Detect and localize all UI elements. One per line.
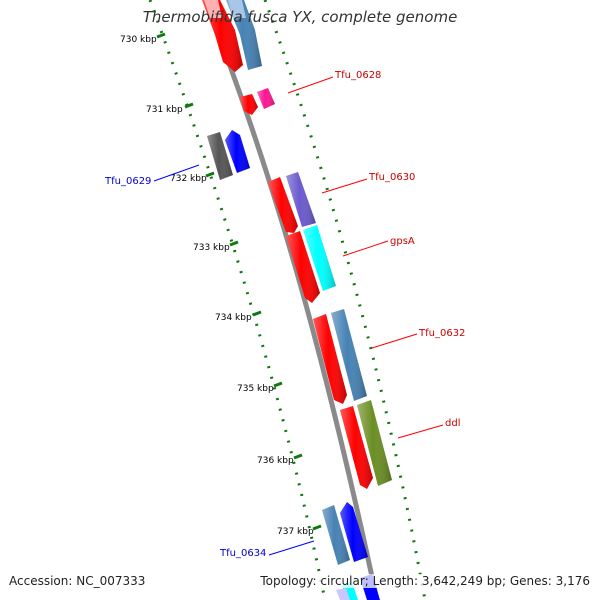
gene-labels: Tfu_0628 Tfu_0629 Tfu_0630 gpsA Tfu_0632…: [104, 70, 465, 559]
label-line: [397, 424, 444, 439]
label-line: [342, 240, 389, 257]
label-line: [287, 76, 334, 94]
cog-block: [357, 400, 392, 486]
tick-label: 731 kbp: [146, 105, 183, 115]
label-line: [153, 164, 200, 182]
cds-block: [340, 406, 373, 489]
gene-label-lines: [153, 76, 444, 556]
gene-label[interactable]: ddl: [445, 418, 460, 429]
tick-mark: [273, 381, 283, 388]
tick-mark: [184, 102, 194, 109]
cog-block: [331, 309, 367, 401]
tick-mark: [229, 240, 239, 247]
cog-block: [257, 88, 275, 109]
tick-mark: [156, 32, 166, 39]
cog-block: [303, 225, 336, 291]
genome-backbone: [202, 0, 380, 600]
cog-block: [322, 505, 350, 565]
accession-text: Accession: NC_007333: [9, 574, 146, 588]
tick-label: 733 kbp: [193, 243, 230, 253]
label-line: [321, 178, 368, 194]
tick-label: 734 kbp: [215, 313, 252, 323]
gene-label[interactable]: gpsA: [390, 236, 415, 247]
label-line: [268, 540, 315, 556]
cds-block: [268, 177, 298, 233]
cog-block: [207, 132, 233, 180]
tick-label: 737 kbp: [277, 527, 314, 537]
gene-label[interactable]: Tfu_0632: [418, 328, 465, 339]
tick-label: 736 kbp: [257, 456, 294, 466]
label-line: [371, 333, 418, 349]
genome-summary-text: Topology: circular; Length: 3,642,249 bp…: [260, 574, 590, 588]
cog-block: [286, 172, 316, 227]
highlight-block: [336, 588, 350, 600]
cog-block: [225, 130, 250, 173]
tick-mark: [293, 453, 303, 460]
tick-labels: 730 kbp 731 kbp 732 kbp 733 kbp 734 kbp …: [120, 35, 314, 537]
cds-block: [286, 231, 320, 303]
tick-track-right: [263, 0, 427, 600]
tick-label: 730 kbp: [120, 35, 157, 45]
tick-label: 732 kbp: [170, 174, 207, 184]
gene-label[interactable]: Tfu_0629: [104, 176, 151, 187]
cds-block: [240, 94, 258, 115]
highlight-block: [228, 0, 246, 18]
gene-label[interactable]: Tfu_0630: [368, 172, 415, 183]
tick-label: 735 kbp: [237, 384, 274, 394]
gene-blocks: [202, 0, 392, 600]
cog-block: [340, 502, 368, 562]
cds-block: [313, 314, 347, 404]
gene-label[interactable]: Tfu_0634: [219, 548, 266, 559]
tick-marks: [156, 32, 322, 531]
highlight-block: [204, 0, 222, 18]
tick-mark: [205, 171, 215, 178]
map-title: Thermobifida fusca YX, complete genome: [142, 8, 458, 26]
tick-mark: [252, 310, 262, 317]
tick-mark: [312, 524, 322, 531]
gene-label[interactable]: Tfu_0628: [334, 70, 381, 81]
